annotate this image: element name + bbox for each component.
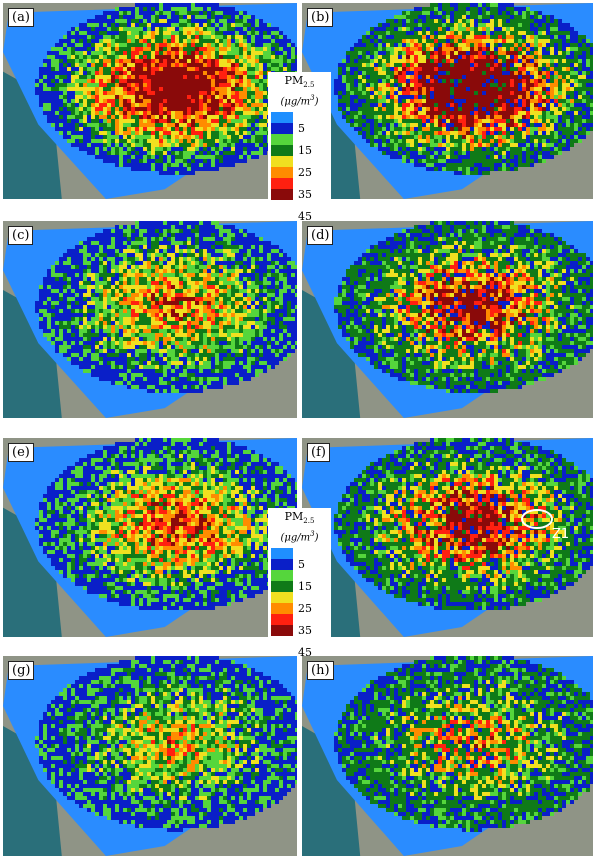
legend-swatch (271, 188, 293, 200)
pm25-concentration-map (302, 3, 593, 199)
legend-swatch (271, 547, 293, 559)
legend-swatch (271, 613, 293, 625)
legend-body: 5 15 25 35 45 (268, 111, 331, 222)
z1-label: Z1 (552, 527, 570, 542)
legend-unit: (μg/m3) (280, 94, 319, 108)
legend-unit: (μg/m3) (280, 530, 319, 544)
legend-tick-label: 35 (298, 623, 312, 637)
legend-tick-label: 15 (298, 579, 312, 593)
legend-tick-label: 15 (298, 143, 312, 157)
map-panel-e: (e) (3, 438, 297, 637)
legend-swatch (271, 591, 293, 603)
map-panel-c: (c) (3, 221, 297, 418)
legend-swatch (271, 569, 293, 581)
legend-swatch (271, 624, 293, 636)
z1-highlight-ellipse (521, 509, 553, 529)
panel-label: (f) (307, 443, 330, 462)
panel-label: (h) (307, 661, 334, 680)
pm25-concentration-map (3, 656, 297, 856)
legend-tick-label: 5 (298, 121, 305, 135)
legend-tick-label: 45 (298, 209, 312, 223)
pm25-concentration-map (3, 221, 297, 418)
pm25-concentration-map (302, 221, 593, 418)
map-panel-h: (h) (302, 656, 593, 856)
legend-swatch (271, 155, 293, 167)
legend-title: PM2.5 (284, 510, 315, 526)
colorbar-legend-top: PM2.5 (μg/m3) 5 15 25 35 45 (268, 72, 331, 222)
legend-swatch (271, 177, 293, 189)
pm25-concentration-map (3, 3, 297, 199)
panel-label: (d) (307, 226, 334, 245)
pm25-concentration-map (302, 656, 593, 856)
legend-swatch (271, 133, 293, 145)
panel-label: (b) (307, 8, 334, 27)
pm25-concentration-map (3, 438, 297, 637)
pm25-concentration-map (302, 438, 593, 637)
legend-tick-label: 25 (298, 601, 312, 615)
legend-swatch (271, 558, 293, 570)
legend-swatch (271, 122, 293, 134)
legend-body: 5 15 25 35 45 (268, 547, 331, 658)
map-panel-b: (b) (302, 3, 593, 199)
legend-swatch (271, 166, 293, 178)
legend-swatch (271, 144, 293, 156)
legend-swatch (271, 580, 293, 592)
map-panel-g: (g) (3, 656, 297, 856)
map-panel-f: (f) (302, 438, 593, 637)
legend-swatch (271, 111, 293, 123)
map-panel-d: (d) (302, 221, 593, 418)
panel-label: (g) (8, 661, 35, 680)
panel-label: (e) (8, 443, 34, 462)
legend-tick-label: 45 (298, 645, 312, 659)
legend-tick-label: 25 (298, 165, 312, 179)
legend-tick-label: 5 (298, 557, 305, 571)
legend-tick-label: 35 (298, 187, 312, 201)
map-panel-a: (a) (3, 3, 297, 199)
panel-label: (c) (8, 226, 34, 245)
panel-label: (a) (8, 8, 34, 27)
legend-swatch (271, 602, 293, 614)
colorbar-legend-bottom: PM2.5 (μg/m3) 5 15 25 35 45 (268, 508, 331, 658)
legend-title: PM2.5 (284, 74, 315, 90)
